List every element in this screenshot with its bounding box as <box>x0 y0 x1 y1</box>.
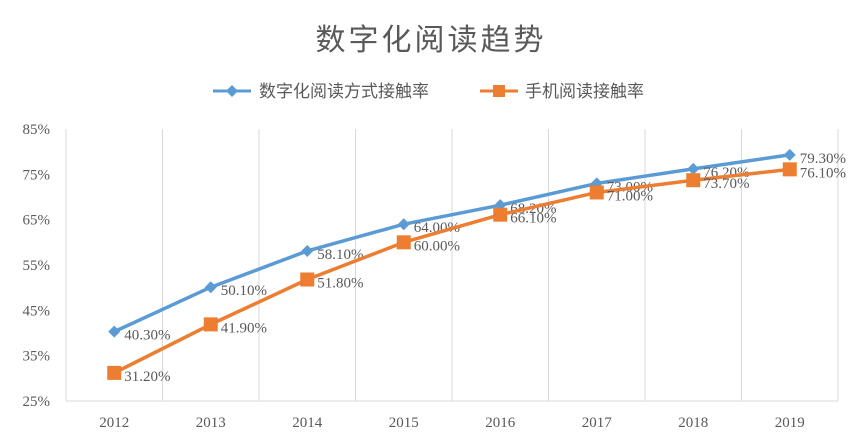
data-point-diamond <box>783 148 796 161</box>
data-label: 71.00% <box>607 188 653 204</box>
x-tick-label: 2018 <box>678 415 708 431</box>
data-point-square <box>493 207 508 222</box>
y-tick-label: 45% <box>23 303 51 319</box>
data-point-diamond <box>301 244 314 257</box>
y-tick-label: 55% <box>23 258 51 274</box>
data-point-square <box>203 317 218 332</box>
x-tick-label: 2013 <box>196 415 226 431</box>
data-label: 64.00% <box>414 220 460 236</box>
legend-label-digital: 数字化阅读方式接触率 <box>259 82 429 101</box>
x-tick-label: 2012 <box>99 415 129 431</box>
legend-square-marker-icon <box>493 85 505 97</box>
legend: 数字化阅读方式接触率 手机阅读接触率 <box>213 82 644 101</box>
legend-diamond-marker-icon <box>226 85 238 97</box>
data-label: 40.30% <box>124 328 170 344</box>
legend-item-mobile: 手机阅读接触率 <box>480 82 644 101</box>
data-label: 79.30% <box>800 151 846 167</box>
x-axis-ticks: 2012 2013 2014 2015 2016 2017 2018 2019 <box>99 415 805 431</box>
y-tick-label: 25% <box>23 394 51 410</box>
data-point-square <box>686 173 701 188</box>
data-point-diamond <box>108 325 121 338</box>
chart-title: 数字化阅读趋势 <box>316 24 547 57</box>
y-tick-label: 75% <box>23 167 51 183</box>
data-label: 51.80% <box>317 276 363 292</box>
series-line <box>112 167 792 375</box>
x-tick-label: 2019 <box>775 415 805 431</box>
data-label: 66.10% <box>510 211 556 227</box>
data-label: 76.10% <box>800 165 846 181</box>
data-label: 58.10% <box>317 247 363 263</box>
data-label: 73.70% <box>703 176 749 192</box>
data-point-diamond <box>204 281 217 294</box>
legend-label-mobile: 手机阅读接触率 <box>525 82 644 101</box>
data-point-square <box>396 235 411 250</box>
y-tick-label: 65% <box>23 213 51 229</box>
legend-item-digital: 数字化阅读方式接触率 <box>213 82 429 101</box>
x-tick-label: 2017 <box>582 415 613 431</box>
series-1: 31.20% 41.90% 51.80% 60.00% 66.10% 71.00% 73.7… <box>107 162 846 385</box>
data-point-diamond <box>397 218 410 231</box>
series-line <box>112 153 792 334</box>
data-label: 31.20% <box>124 369 170 385</box>
data-label: 50.10% <box>221 283 267 299</box>
data-point-diamond <box>687 162 700 175</box>
x-tick-label: 2015 <box>389 415 419 431</box>
data-point-square <box>300 272 315 287</box>
data-label: 41.90% <box>221 320 267 336</box>
series-layer: 40.30%50.10%58.10%64.00%68.20%73.00%76.2… <box>107 148 846 385</box>
data-point-square <box>782 162 797 177</box>
y-axis-ticks: 85% 75% 65% 55% 45% 35% 25% <box>23 122 51 410</box>
x-tick-label: 2014 <box>292 415 323 431</box>
gridlines <box>65 129 839 402</box>
y-tick-label: 85% <box>23 122 51 138</box>
data-point-square <box>589 185 604 200</box>
x-tick-label: 2016 <box>485 415 516 431</box>
data-point-square <box>107 365 122 380</box>
y-tick-label: 35% <box>23 349 51 365</box>
data-label: 60.00% <box>414 238 460 254</box>
